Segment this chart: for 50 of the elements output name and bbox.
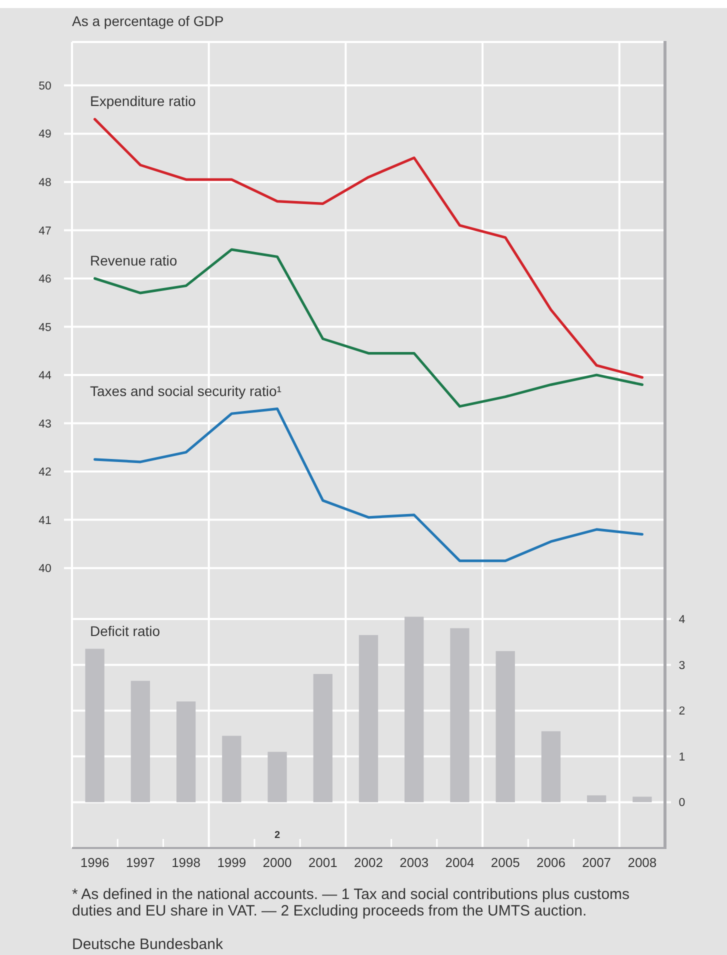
x-tick-label: 20002 [262,830,292,870]
bar [222,736,242,802]
series-label: Expenditure ratio [90,93,196,110]
y2-tick-label: 3 [678,660,686,672]
y-tick-label: 49 [38,128,52,141]
x-tick-label: 1999 [217,855,246,870]
x-tick-label: 2008 [628,855,657,870]
y-tick-label: 43 [38,418,52,430]
y-tick-label: 45 [38,322,52,334]
y2-tick-label: 2 [678,706,686,718]
series-label: Revenue ratio [90,252,178,268]
y2-tick-label: 0 [678,797,686,810]
y-tick-label: 44 [38,370,52,382]
bar [176,701,196,802]
text: Deutsche Bundesbank [72,936,224,953]
bar [450,628,470,802]
x-tick-label: 1998 [172,855,200,870]
bar [404,616,424,802]
bar [587,795,606,802]
x-tick-label: 2003 [400,855,429,870]
series-label: Deficit ratio [90,622,160,639]
x-tick-label: 2002 [354,855,383,870]
y-axis-title: As a percentage of GDP [72,13,224,29]
y-tick-label: 50 [38,80,52,92]
line-series [94,408,644,562]
x-tick-label: 1997 [126,855,155,870]
bar [268,752,287,802]
x-tick-label: 2001 [308,855,338,870]
y-tick-label: 41 [38,514,52,527]
bar [496,651,515,802]
bar [358,635,378,802]
bar [541,731,561,802]
x-tick-label: 1996 [80,855,110,870]
y-tick-label: 42 [38,466,52,479]
text: * As defined in the national accounts. — 1 Tax and social contributions plus customs duties and EU share in VAT. — 2 Excluding proceeds from the UMTS auction. [72,886,630,920]
bar [632,796,652,802]
x-tick-label: 2007 [582,855,612,870]
bar [130,680,150,802]
y-tick-label: 46 [38,274,52,286]
y-tick-label: 40 [38,563,52,576]
y-tick-label: 48 [38,176,52,189]
bar [313,674,332,802]
x-tick-label: 2004 [445,855,474,870]
x-tick-label: 2006 [536,855,566,870]
x-tick-label: 2005 [490,855,520,870]
y2-tick-label: 4 [678,614,686,626]
bar [85,648,104,802]
series-label: Taxes and social security ratio¹ [90,382,282,399]
y2-tick-label: 1 [678,751,686,764]
y-tick-label: 47 [38,225,52,238]
